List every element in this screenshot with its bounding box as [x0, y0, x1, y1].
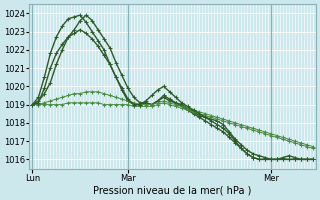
X-axis label: Pression niveau de la mer( hPa ): Pression niveau de la mer( hPa ) [93, 186, 252, 196]
